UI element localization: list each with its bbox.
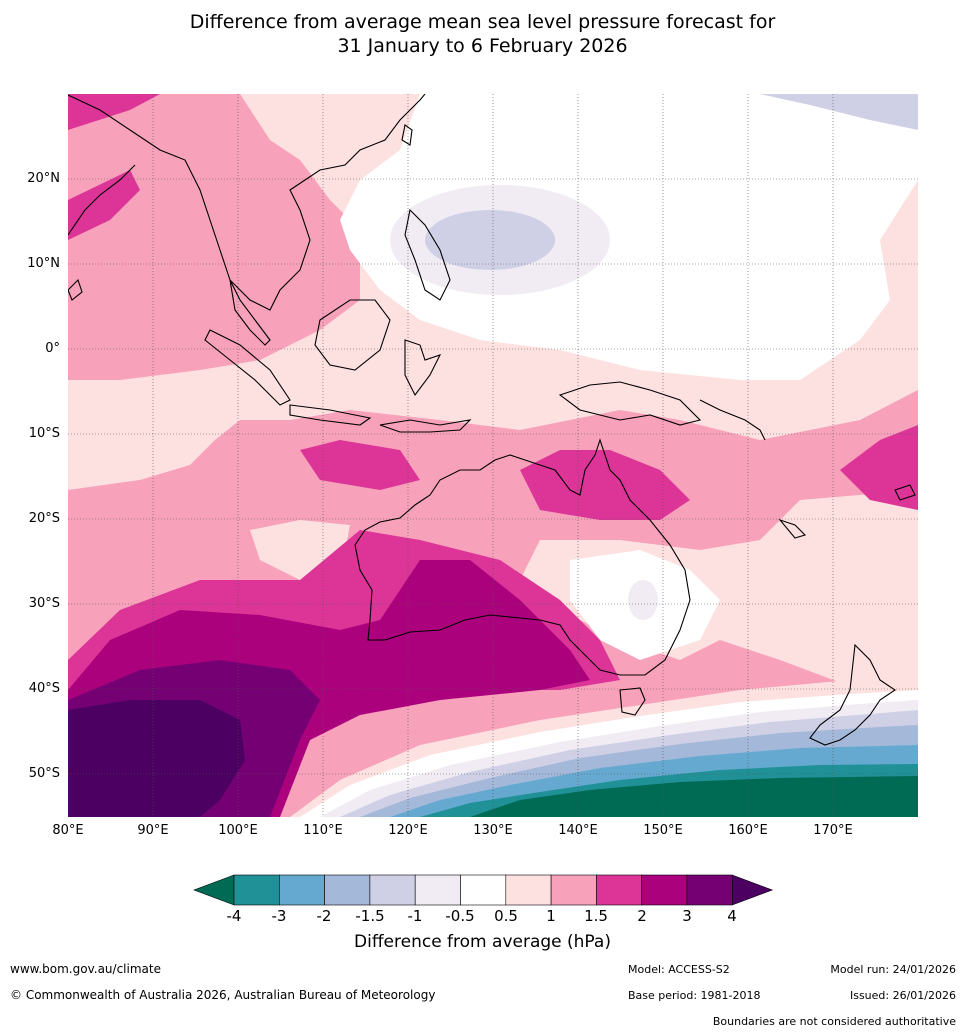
colorbar-swatch <box>324 874 371 906</box>
band-1.5-to-2-india <box>68 94 160 130</box>
lon-label: 130°E <box>473 823 513 838</box>
sri-lanka-coast <box>68 278 83 301</box>
lat-label: 0° <box>45 341 60 356</box>
solomon-islands-coast <box>699 399 766 441</box>
graticule <box>68 94 918 817</box>
map-field <box>68 94 918 817</box>
lat-label: 20°N <box>27 171 60 186</box>
asia-mainland-coast <box>68 94 426 311</box>
copyright-notice: © Commonwealth of Australia 2026, Austra… <box>10 988 436 1002</box>
lat-label: 10°S <box>28 426 60 441</box>
lon-label: 120°E <box>388 823 428 838</box>
colorbar-swatch <box>641 874 688 906</box>
colorbar-tick: 4 <box>727 907 737 925</box>
lon-label: 100°E <box>218 823 258 838</box>
model-run-date: Model run: 24/01/2026 <box>830 963 956 976</box>
colorbar-swatch <box>460 874 507 906</box>
chart-title: Difference from average mean sea level p… <box>0 10 965 58</box>
model-name: Model: ACCESS-S2 <box>628 963 730 976</box>
colorbar-swatch <box>414 874 461 906</box>
band-neg-northeast <box>760 94 918 130</box>
sumatra-coast <box>204 329 291 406</box>
colorbar-swatch <box>233 874 280 906</box>
band-1.5-to-2-cape-york <box>520 450 690 520</box>
borneo-coast <box>314 299 391 371</box>
colorbar-label: Difference from average (hPa) <box>354 932 611 952</box>
colorbar-tick: -1.5 <box>355 907 385 925</box>
colorbar-swatch <box>550 874 597 906</box>
colorbar-tick: -1 <box>407 907 423 925</box>
lat-label: 30°S <box>28 596 60 611</box>
colorbar-tick: -2 <box>316 907 332 925</box>
lesser-sunda-coast <box>379 419 472 433</box>
colorbar-swatch <box>505 874 552 906</box>
colorbar-tick: 2 <box>637 907 647 925</box>
lat-label: 10°N <box>27 256 60 271</box>
colorbar-tick: -3 <box>271 907 287 925</box>
colorbar-tick: 1.5 <box>584 907 608 925</box>
website-link[interactable]: www.bom.gov.au/climate <box>10 962 161 976</box>
coastlines <box>68 94 916 746</box>
lon-label: 160°E <box>728 823 768 838</box>
colorbar-swatch <box>596 874 643 906</box>
band-0.5-to-1-east <box>520 490 918 690</box>
java-coast <box>289 404 372 426</box>
philippines-coast <box>404 208 451 301</box>
colorbar-tick: -0.5 <box>445 907 475 925</box>
lon-label: 140°E <box>558 823 598 838</box>
colorbar-arrow-high <box>731 874 774 906</box>
sulawesi-coast <box>404 339 442 397</box>
new-guinea-coast <box>558 381 702 426</box>
tasmania-coast <box>619 687 646 716</box>
colorbar-swatch <box>369 874 416 906</box>
band-below-neg-4-southern-ocean <box>470 776 918 817</box>
new-caledonia-coast <box>778 518 807 539</box>
fiji-coast <box>894 484 916 501</box>
taiwan-coast <box>401 124 413 146</box>
lon-label: 110°E <box>303 823 343 838</box>
india-coast <box>68 164 136 236</box>
colorbar-swatch <box>686 874 733 906</box>
lat-label: 20°S <box>28 511 60 526</box>
band-1.5-to-2-bay-of-bengal <box>68 170 140 240</box>
lon-label: 90°E <box>137 823 169 838</box>
malay-peninsula-coast <box>229 279 271 346</box>
new-zealand-coast <box>809 643 896 746</box>
lat-label: 40°S <box>28 681 60 696</box>
boundaries-disclaimer: Boundaries are not considered authoritat… <box>712 1015 956 1028</box>
australia-coast <box>354 438 691 676</box>
colorbar-swatch <box>278 874 325 906</box>
lon-label: 150°E <box>643 823 683 838</box>
band-above-4-south <box>68 700 245 817</box>
title-line-2: 31 January to 6 February 2026 <box>337 35 628 57</box>
colorbar <box>193 874 774 906</box>
colorbar-tick: 1 <box>546 907 556 925</box>
colorbar-tick: 0.5 <box>494 907 518 925</box>
band-neutral-north <box>340 94 918 380</box>
lat-label: 50°S <box>28 766 60 781</box>
band-neg-1.5-ellipse <box>425 210 555 270</box>
colorbar-tick: 3 <box>682 907 692 925</box>
band-1.5-to-2-north-aus <box>300 440 420 490</box>
issued-date: Issued: 26/01/2026 <box>849 989 956 1002</box>
title-line-1: Difference from average mean sea level p… <box>189 11 776 33</box>
lon-label: 80°E <box>52 823 84 838</box>
base-period: Base period: 1981-2018 <box>628 989 761 1002</box>
lon-label: 170°E <box>813 823 853 838</box>
band-neg-small-ellipse <box>628 580 658 620</box>
colorbar-arrow-low <box>193 874 235 906</box>
colorbar-tick: -4 <box>226 907 242 925</box>
